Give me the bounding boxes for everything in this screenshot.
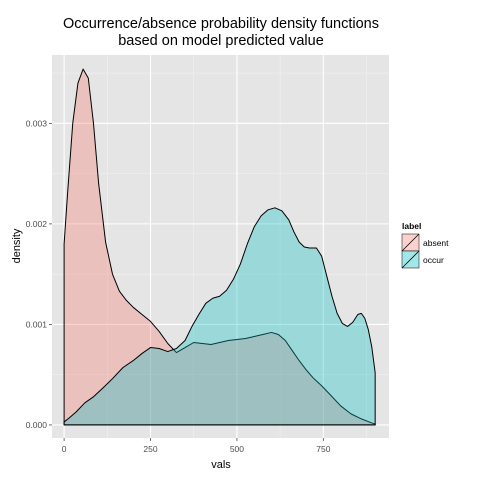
x-axis-title: vals (211, 459, 231, 471)
x-tick-label-1: 250 (143, 444, 157, 454)
axis-ticks: 0 250 500 750 0.000 0.001 0.002 0.003 (26, 118, 331, 454)
density-area-occur (63, 207, 376, 426)
y-tick-label-3: 0.003 (26, 118, 48, 128)
legend-label-occur: occur (423, 255, 444, 265)
y-tick-label-1: 0.001 (26, 319, 48, 329)
y-tick-label-0: 0.000 (26, 420, 48, 430)
x-tick-label-2: 500 (230, 444, 244, 454)
legend-label-absent: absent (423, 238, 449, 248)
x-tick-label-3: 750 (316, 444, 330, 454)
x-tick-label-0: 0 (62, 444, 67, 454)
legend: label absent occur (401, 221, 449, 269)
plot-panel (52, 55, 389, 438)
legend-key-occur: occur (401, 250, 444, 269)
y-axis-title: density (11, 228, 23, 263)
density-areas (63, 68, 376, 426)
chart-title-line-2: based on model predicted value (118, 33, 324, 49)
legend-title: label (402, 221, 421, 231)
grid-minor (52, 55, 389, 438)
y-tick-label-2: 0.002 (26, 219, 48, 229)
chart-title-line-1: Occurrence/absence probability density f… (63, 16, 379, 32)
legend-swatch-occur-slash (401, 250, 420, 269)
density-area-absent (63, 68, 376, 426)
legend-key-absent: absent (401, 233, 449, 252)
legend-swatch-absent-slash (401, 233, 420, 252)
